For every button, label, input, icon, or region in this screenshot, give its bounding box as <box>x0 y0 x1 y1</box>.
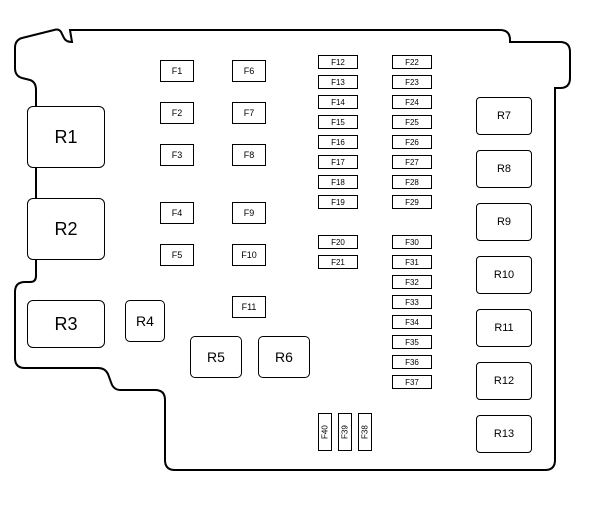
fuse-f2: F2 <box>160 102 194 124</box>
fuse-f32: F32 <box>392 275 432 289</box>
relay-r5: R5 <box>190 336 242 378</box>
fuse-f24: F24 <box>392 95 432 109</box>
relay-r9: R9 <box>476 203 532 241</box>
fuse-f28: F28 <box>392 175 432 189</box>
fuse-f13: F13 <box>318 75 358 89</box>
relay-r2: R2 <box>27 198 105 260</box>
fuse-f19: F19 <box>318 195 358 209</box>
fuse-f8: F8 <box>232 144 266 166</box>
fuse-f34: F34 <box>392 315 432 329</box>
relay-r11: R11 <box>476 309 532 347</box>
fuse-f40: F40 <box>318 413 332 451</box>
fuse-f27: F27 <box>392 155 432 169</box>
fuse-f31: F31 <box>392 255 432 269</box>
relay-r10: R10 <box>476 256 532 294</box>
fuse-f33: F33 <box>392 295 432 309</box>
fuse-f15: F15 <box>318 115 358 129</box>
fuse-f9: F9 <box>232 202 266 224</box>
fuse-f4: F4 <box>160 202 194 224</box>
fuse-f5: F5 <box>160 244 194 266</box>
fuse-f29: F29 <box>392 195 432 209</box>
fuse-f23: F23 <box>392 75 432 89</box>
relay-r1: R1 <box>27 106 105 168</box>
fuse-f7: F7 <box>232 102 266 124</box>
fuse-f38: F38 <box>358 413 372 451</box>
relay-r3: R3 <box>27 300 105 348</box>
fuse-f3: F3 <box>160 144 194 166</box>
fuse-f6: F6 <box>232 60 266 82</box>
fuse-f11: F11 <box>232 296 266 318</box>
fuse-f16: F16 <box>318 135 358 149</box>
relay-r12: R12 <box>476 362 532 400</box>
fuse-f20: F20 <box>318 235 358 249</box>
fuse-f39: F39 <box>338 413 352 451</box>
fuse-f1: F1 <box>160 60 194 82</box>
fuse-f37: F37 <box>392 375 432 389</box>
fuse-f22: F22 <box>392 55 432 69</box>
relay-r7: R7 <box>476 97 532 135</box>
fuse-f18: F18 <box>318 175 358 189</box>
fuse-f26: F26 <box>392 135 432 149</box>
fuse-f25: F25 <box>392 115 432 129</box>
relay-r13: R13 <box>476 415 532 453</box>
fuse-f30: F30 <box>392 235 432 249</box>
fuse-f21: F21 <box>318 255 358 269</box>
fuse-f14: F14 <box>318 95 358 109</box>
fuse-f17: F17 <box>318 155 358 169</box>
fuse-f36: F36 <box>392 355 432 369</box>
relay-r4: R4 <box>125 300 165 342</box>
fuse-f12: F12 <box>318 55 358 69</box>
fuse-f35: F35 <box>392 335 432 349</box>
fuse-f10: F10 <box>232 244 266 266</box>
relay-r8: R8 <box>476 150 532 188</box>
relay-r6: R6 <box>258 336 310 378</box>
